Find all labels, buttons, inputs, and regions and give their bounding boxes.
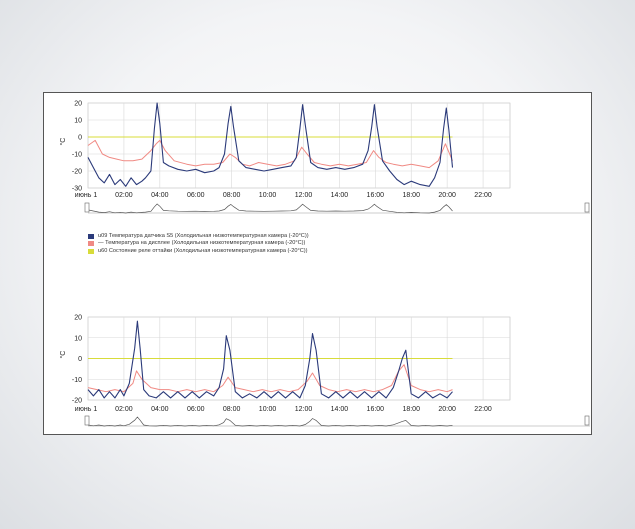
legend: u09 Температура датчика S5 (Холодильная … xyxy=(88,233,408,255)
x-tick-label-2-7: 14:00 xyxy=(331,406,349,413)
navigator-handle-right-1 xyxy=(584,202,590,213)
x-tick-label-1-7: 14:00 xyxy=(331,192,349,199)
y-tick-label-1-0: 20 xyxy=(74,101,82,108)
navigator-handle-right-2 xyxy=(584,415,590,426)
y-tick-label-1-2: 0 xyxy=(78,135,82,142)
series-line-sensor-1 xyxy=(87,102,454,187)
x-tick-label-2-0: июнь 1 xyxy=(75,406,98,413)
legend-item-relay[interactable]: u60 Состояние реле оттайки (Холодильная … xyxy=(88,248,408,254)
chart-panel: 20 10 0 -10 -20 -30 °C июнь 1 02:00 04:00 06:00 08:… xyxy=(43,92,592,435)
x-tick-label-2-10: 20:00 xyxy=(438,406,456,413)
x-tick-label-2-11: 22:00 xyxy=(474,406,492,413)
x-tick-label-2-6: 12:00 xyxy=(295,406,313,413)
y-tick-label-2-2: 0 xyxy=(78,356,82,363)
x-tick-label-2-4: 08:00 xyxy=(223,406,241,413)
x-tick-label-1-2: 04:00 xyxy=(151,192,169,199)
x-tick-label-2-1: 02:00 xyxy=(115,406,133,413)
x-tick-label-1-10: 20:00 xyxy=(438,192,456,199)
y-tick-label-2-1: 10 xyxy=(74,335,82,342)
y-tick-label-2-4: -20 xyxy=(72,398,82,405)
legend-label-sensor: u09 Температура датчика S5 (Холодильная … xyxy=(98,233,309,239)
legend-label-relay: u60 Состояние реле оттайки (Холодильная … xyxy=(98,247,308,254)
x-tick-label-1-0: июнь 1 xyxy=(75,192,98,199)
navigator-line-1 xyxy=(87,203,453,214)
y-tick-label-1-5: -30 xyxy=(72,186,82,193)
navigator-handle-left-1 xyxy=(84,202,90,213)
x-tick-label-1-3: 06:00 xyxy=(187,192,205,199)
x-tick-label-1-5: 10:00 xyxy=(259,192,277,199)
x-tick-label-1-11: 22:00 xyxy=(474,192,492,199)
legend-label-display: — Температура на дисплее (Холодильная ни… xyxy=(98,240,306,247)
x-tick-label-1-8: 16:00 xyxy=(367,192,385,199)
series-line-display-2 xyxy=(87,364,453,393)
navigator-handle-left-2 xyxy=(84,415,90,426)
legend-swatch-relay xyxy=(88,248,94,254)
x-tick-label-2-2: 04:00 xyxy=(151,406,169,413)
y-axis-label-2: °C xyxy=(59,351,67,359)
y-tick-label-1-4: -20 xyxy=(72,169,82,176)
y-axis-label-1: °C xyxy=(59,138,67,146)
y-tick-label-2-0: 20 xyxy=(74,315,82,322)
x-tick-label-2-8: 16:00 xyxy=(367,406,385,413)
navigator-line-2 xyxy=(87,416,453,427)
y-tick-label-1-1: 10 xyxy=(74,118,82,125)
x-tick-label-1-6: 12:00 xyxy=(295,192,313,199)
x-tick-label-1-4: 08:00 xyxy=(223,192,241,199)
x-tick-label-2-3: 06:00 xyxy=(187,406,205,413)
legend-item-sensor[interactable]: u09 Температура датчика S5 (Холодильная … xyxy=(88,233,408,239)
charts-svg: 20 10 0 -10 -20 -30 °C июнь 1 02:00 04:00 06:00 08:… xyxy=(59,101,590,427)
series-line-display-1 xyxy=(87,139,453,169)
legend-swatch-display xyxy=(88,241,94,247)
x-tick-label-1-1: 02:00 xyxy=(115,192,133,199)
x-tick-label-2-9: 18:00 xyxy=(402,406,420,413)
y-tick-label-1-3: -10 xyxy=(72,152,82,159)
legend-swatch-sensor xyxy=(88,234,94,239)
x-tick-label-2-5: 10:00 xyxy=(259,406,277,413)
x-tick-label-1-9: 18:00 xyxy=(402,192,420,199)
y-tick-label-2-3: -10 xyxy=(72,377,82,384)
series-line-sensor-2 xyxy=(87,320,453,399)
legend-item-display[interactable]: — Температура на дисплее (Холодильная ни… xyxy=(88,240,408,247)
